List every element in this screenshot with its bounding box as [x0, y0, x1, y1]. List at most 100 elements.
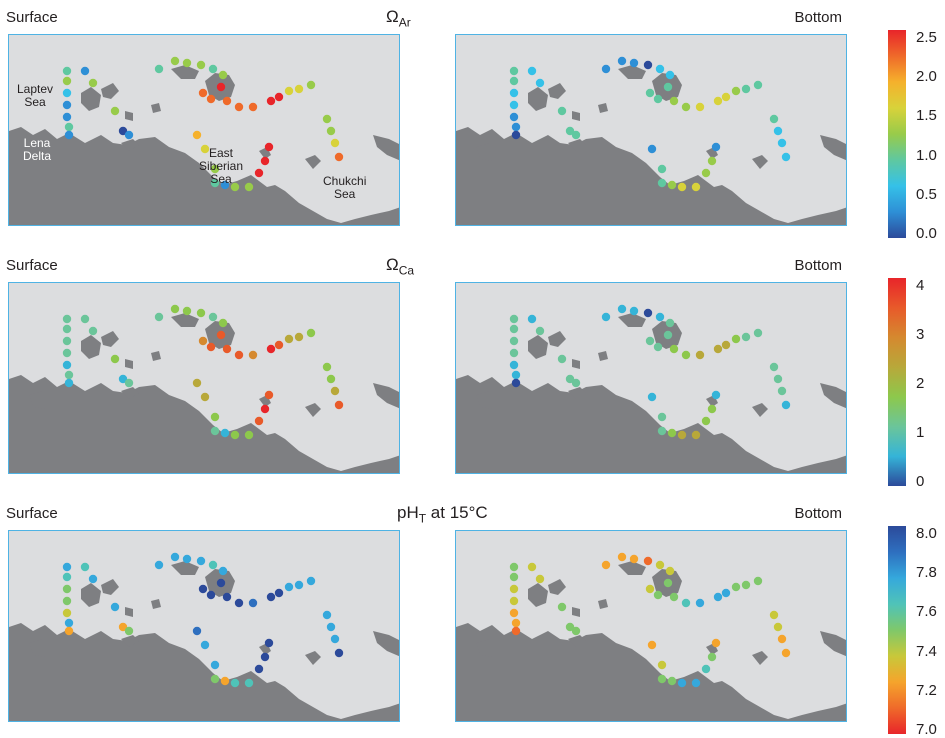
station-point	[254, 168, 264, 178]
station-point	[695, 350, 705, 360]
station-point	[200, 640, 210, 650]
station-point	[88, 326, 98, 336]
station-point	[284, 334, 294, 344]
landmass	[121, 635, 139, 647]
station-point	[781, 400, 791, 410]
station-point	[509, 562, 519, 572]
landmass	[548, 83, 566, 99]
station-point	[617, 552, 627, 562]
variable-symbol: Ω	[386, 255, 399, 274]
region-label-line: Chukchi	[323, 174, 367, 188]
station-point	[669, 344, 679, 354]
station-point	[210, 178, 220, 188]
station-point	[322, 362, 332, 372]
colorbar-tick-label: 2.5	[916, 29, 937, 46]
station-point	[731, 334, 741, 344]
station-point	[681, 102, 691, 112]
station-point	[220, 428, 230, 438]
station-point	[527, 562, 537, 572]
station-point	[110, 602, 120, 612]
station-point	[773, 374, 783, 384]
station-point	[557, 354, 567, 364]
colorbar-tick-label: 3	[916, 326, 925, 343]
colorbar-tick-label: 7.0	[916, 721, 937, 738]
station-point	[667, 428, 677, 438]
landmass	[373, 383, 399, 409]
station-point	[206, 342, 216, 352]
station-point	[210, 674, 220, 684]
landmass	[598, 599, 608, 609]
station-point	[711, 638, 721, 648]
bottom-label: Bottom	[794, 505, 842, 522]
station-point	[655, 64, 665, 74]
station-point	[200, 392, 210, 402]
station-point	[753, 576, 763, 586]
station-point	[182, 306, 192, 316]
station-point	[653, 342, 663, 352]
station-point	[154, 312, 164, 322]
station-point	[527, 314, 537, 324]
station-point	[665, 70, 675, 80]
landmass	[373, 631, 399, 657]
station-point	[667, 180, 677, 190]
station-point	[655, 560, 665, 570]
colorbar	[888, 278, 906, 486]
station-point	[80, 66, 90, 76]
station-point	[721, 340, 731, 350]
station-point	[170, 552, 180, 562]
station-point	[294, 84, 304, 94]
landmass	[572, 607, 580, 617]
station-point	[216, 578, 226, 588]
station-point	[294, 580, 304, 590]
station-point	[266, 344, 276, 354]
variable-subscript: Ar	[398, 15, 411, 30]
station-point	[777, 634, 787, 644]
station-point	[118, 126, 128, 136]
station-point	[198, 88, 208, 98]
region-label-east-siberian: East Siberian Sea	[199, 147, 243, 186]
station-point	[527, 66, 537, 76]
station-point	[535, 574, 545, 584]
landmass	[125, 359, 133, 369]
station-point	[557, 602, 567, 612]
region-label-line: Sea	[24, 95, 46, 109]
station-point	[695, 598, 705, 608]
station-point	[230, 430, 240, 440]
station-point	[509, 608, 519, 618]
variable-subscript: Ca	[398, 263, 415, 278]
landmass	[476, 391, 500, 409]
variable-subscript: T	[418, 511, 427, 526]
station-point	[701, 664, 711, 674]
landmass	[29, 391, 53, 409]
station-point	[565, 126, 575, 136]
variable-title: pHT at 15°C	[397, 503, 488, 528]
station-point	[509, 76, 519, 86]
landmass	[305, 403, 321, 417]
station-point	[741, 84, 751, 94]
station-point	[264, 390, 274, 400]
station-point	[781, 152, 791, 162]
landmass	[125, 111, 133, 121]
station-point	[274, 340, 284, 350]
station-point	[192, 626, 202, 636]
station-point	[565, 622, 575, 632]
station-point	[713, 344, 723, 354]
station-point	[124, 130, 134, 140]
colorbar-tick-label: 2.0	[916, 68, 937, 86]
station-point	[326, 126, 336, 136]
station-point	[234, 102, 244, 112]
station-point	[657, 164, 667, 174]
station-point	[248, 102, 258, 112]
landmass	[9, 127, 399, 225]
station-point	[118, 622, 128, 632]
bottom-label: Bottom	[794, 9, 842, 26]
bottom-map	[455, 282, 847, 474]
station-point	[64, 370, 74, 380]
station-point	[777, 138, 787, 148]
station-point	[769, 114, 779, 124]
station-point	[681, 350, 691, 360]
landmass	[528, 87, 548, 111]
station-point	[222, 592, 232, 602]
station-point	[208, 64, 218, 74]
landmass	[618, 561, 646, 575]
